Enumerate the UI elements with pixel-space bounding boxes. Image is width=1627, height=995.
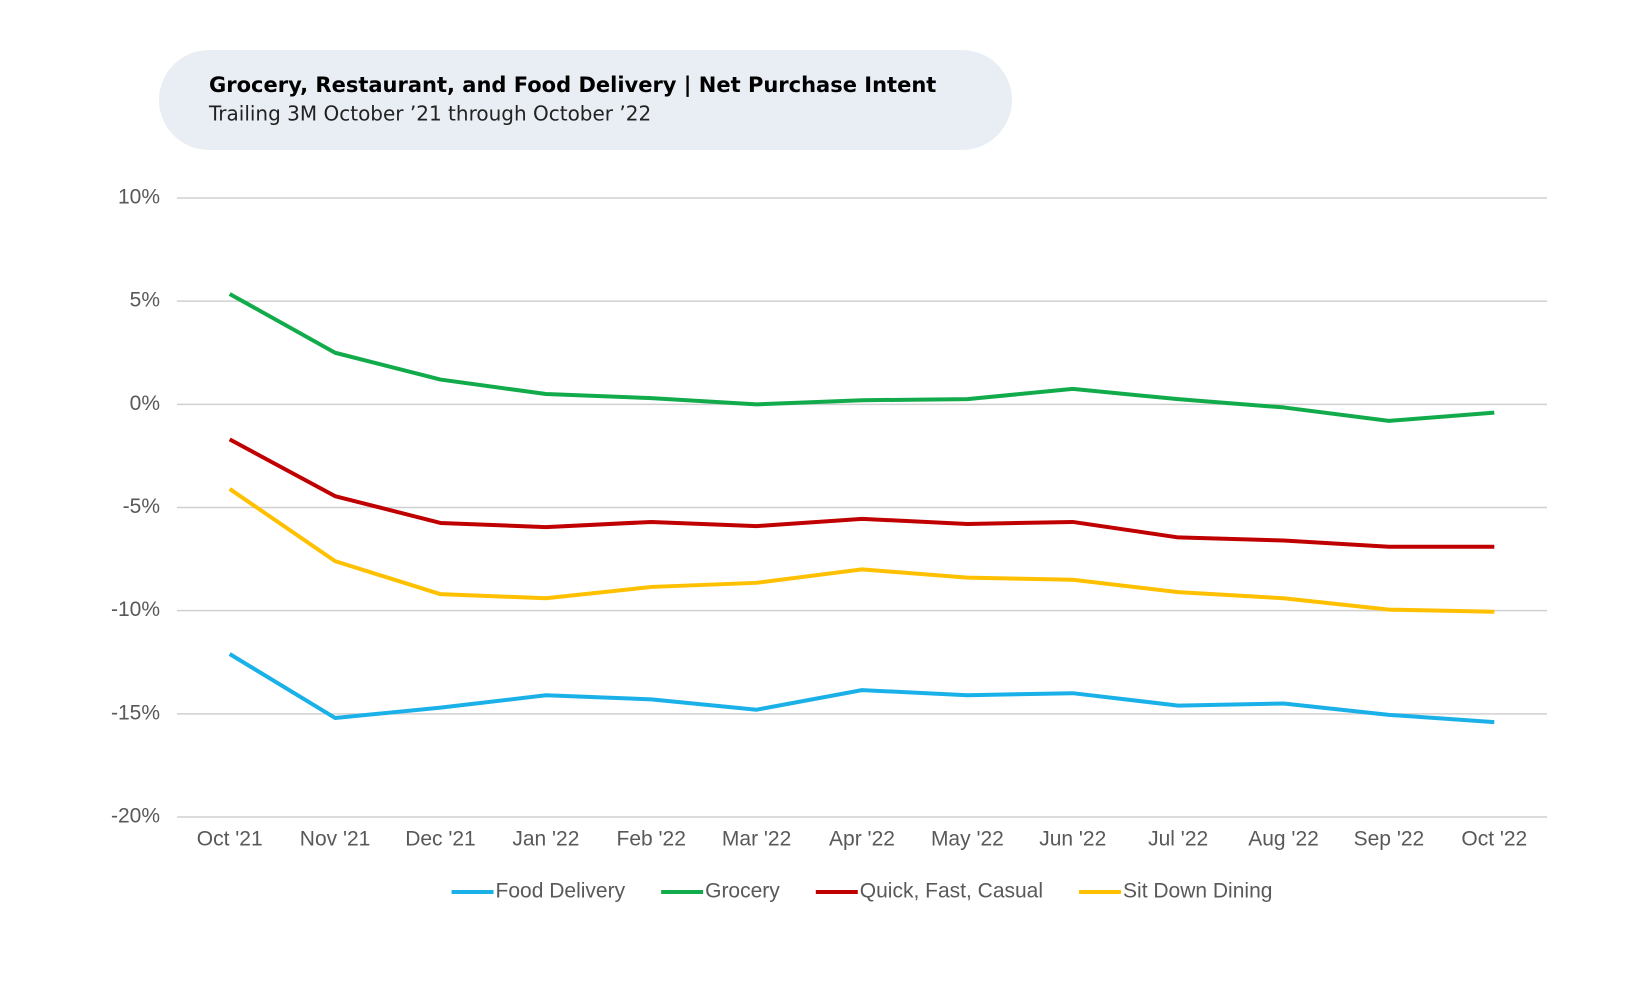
x-tick-label: Dec '21 [405,828,476,851]
y-tick-label: -10% [111,598,160,621]
legend-label: Food Delivery [496,880,626,903]
series-line [228,652,1495,725]
x-tick-label: Oct '21 [197,828,263,851]
y-tick-label: -15% [111,701,160,724]
x-tick-label: Jun '22 [1039,828,1106,851]
y-tick-label: 5% [130,289,160,312]
x-tick-label: Jan '22 [512,828,579,851]
legend-label: Grocery [705,880,780,903]
legend-label: Sit Down Dining [1123,880,1272,903]
x-tick-label: Jul '22 [1148,828,1208,851]
x-tick-label: Apr '22 [829,828,895,851]
y-tick-label: 0% [130,392,160,415]
y-tick-label: -20% [111,805,160,828]
x-tick-label: Mar '22 [722,828,791,851]
series-line [228,487,1495,614]
x-tick-label: Feb '22 [617,828,686,851]
title-box [159,50,1012,150]
x-tick-label: May '22 [931,828,1004,851]
chart-subtitle: Trailing 3M October ’21 through October … [208,102,651,126]
series-line [228,437,1495,549]
x-tick-label: Nov '21 [300,828,371,851]
x-tick-label: Aug '22 [1248,828,1319,851]
y-tick-label: -5% [123,495,160,518]
chart-title: Grocery, Restaurant, and Food Delivery |… [209,73,936,98]
series-line [228,292,1495,423]
y-tick-label: 10% [118,186,160,209]
x-tick-label: Sep '22 [1354,828,1425,851]
x-tick-label: Oct '22 [1461,828,1527,851]
legend-label: Quick, Fast, Casual [860,880,1043,903]
